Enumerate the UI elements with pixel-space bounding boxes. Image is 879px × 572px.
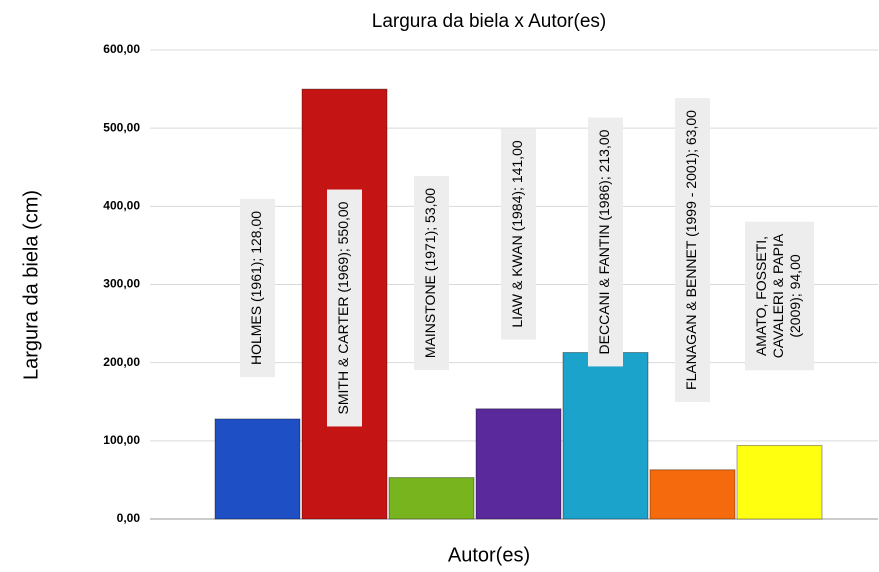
data-label-box <box>675 98 710 402</box>
data-label-box <box>240 198 275 378</box>
y-tick-label: 600,00 <box>103 42 140 56</box>
bar <box>388 477 475 520</box>
y-tick-label: 100,00 <box>103 433 140 447</box>
data-label-box <box>414 175 449 371</box>
data-label-text: FLANAGAN & BENNET (1999 - 2001); 63,00 <box>683 110 699 390</box>
data-label-box <box>327 189 362 427</box>
data-label-box <box>501 128 536 340</box>
data-label: FLANAGAN & BENNET (1999 - 2001); 63,00 <box>675 98 710 402</box>
y-axis-label: Largura da biela (cm) <box>20 190 42 380</box>
data-label: LIAW & KWAN (1984); 141,00 <box>501 128 536 340</box>
data-label: DECCANI & FANTIN (1986); 213,00 <box>588 117 623 367</box>
data-label: SMITH & CARTER (1969); 550,00 <box>327 189 362 427</box>
data-label-box <box>588 117 623 367</box>
data-label-text: CAVALERI & PAPIA <box>770 233 786 358</box>
bar <box>736 445 823 520</box>
data-label-text: HOLMES (1961); 128,00 <box>248 211 264 365</box>
bar <box>475 408 562 520</box>
data-label: AMATO, FOSSETI, CAVALERI & PAPIA (2009); 9… <box>745 221 814 371</box>
y-tick-label: 0,00 <box>117 511 141 525</box>
bar <box>214 418 301 520</box>
y-tick-label: 300,00 <box>103 277 140 291</box>
bar <box>649 469 736 520</box>
chart-title: Largura da biela x Autor(es) <box>372 11 606 32</box>
data-label-text: AMATO, FOSSETI, <box>753 236 769 356</box>
data-label-text: (2009); 94,00 <box>787 254 803 337</box>
data-label: MAINSTONE (1971); 53,00 <box>414 175 449 371</box>
data-label-text: DECCANI & FANTIN (1986); 213,00 <box>596 129 612 354</box>
data-label-text: SMITH & CARTER (1969); 550,00 <box>335 201 351 414</box>
data-label: HOLMES (1961); 128,00 <box>240 198 275 378</box>
data-label-text: LIAW & KWAN (1984); 141,00 <box>509 140 525 327</box>
y-tick-label: 500,00 <box>103 120 140 134</box>
x-axis-label: Autor(es) <box>448 544 530 566</box>
data-label-box <box>745 221 814 371</box>
y-tick-label: 200,00 <box>103 355 140 369</box>
bar <box>562 352 649 520</box>
y-tick-label: 400,00 <box>103 199 140 213</box>
data-label-text: MAINSTONE (1971); 53,00 <box>422 188 438 358</box>
